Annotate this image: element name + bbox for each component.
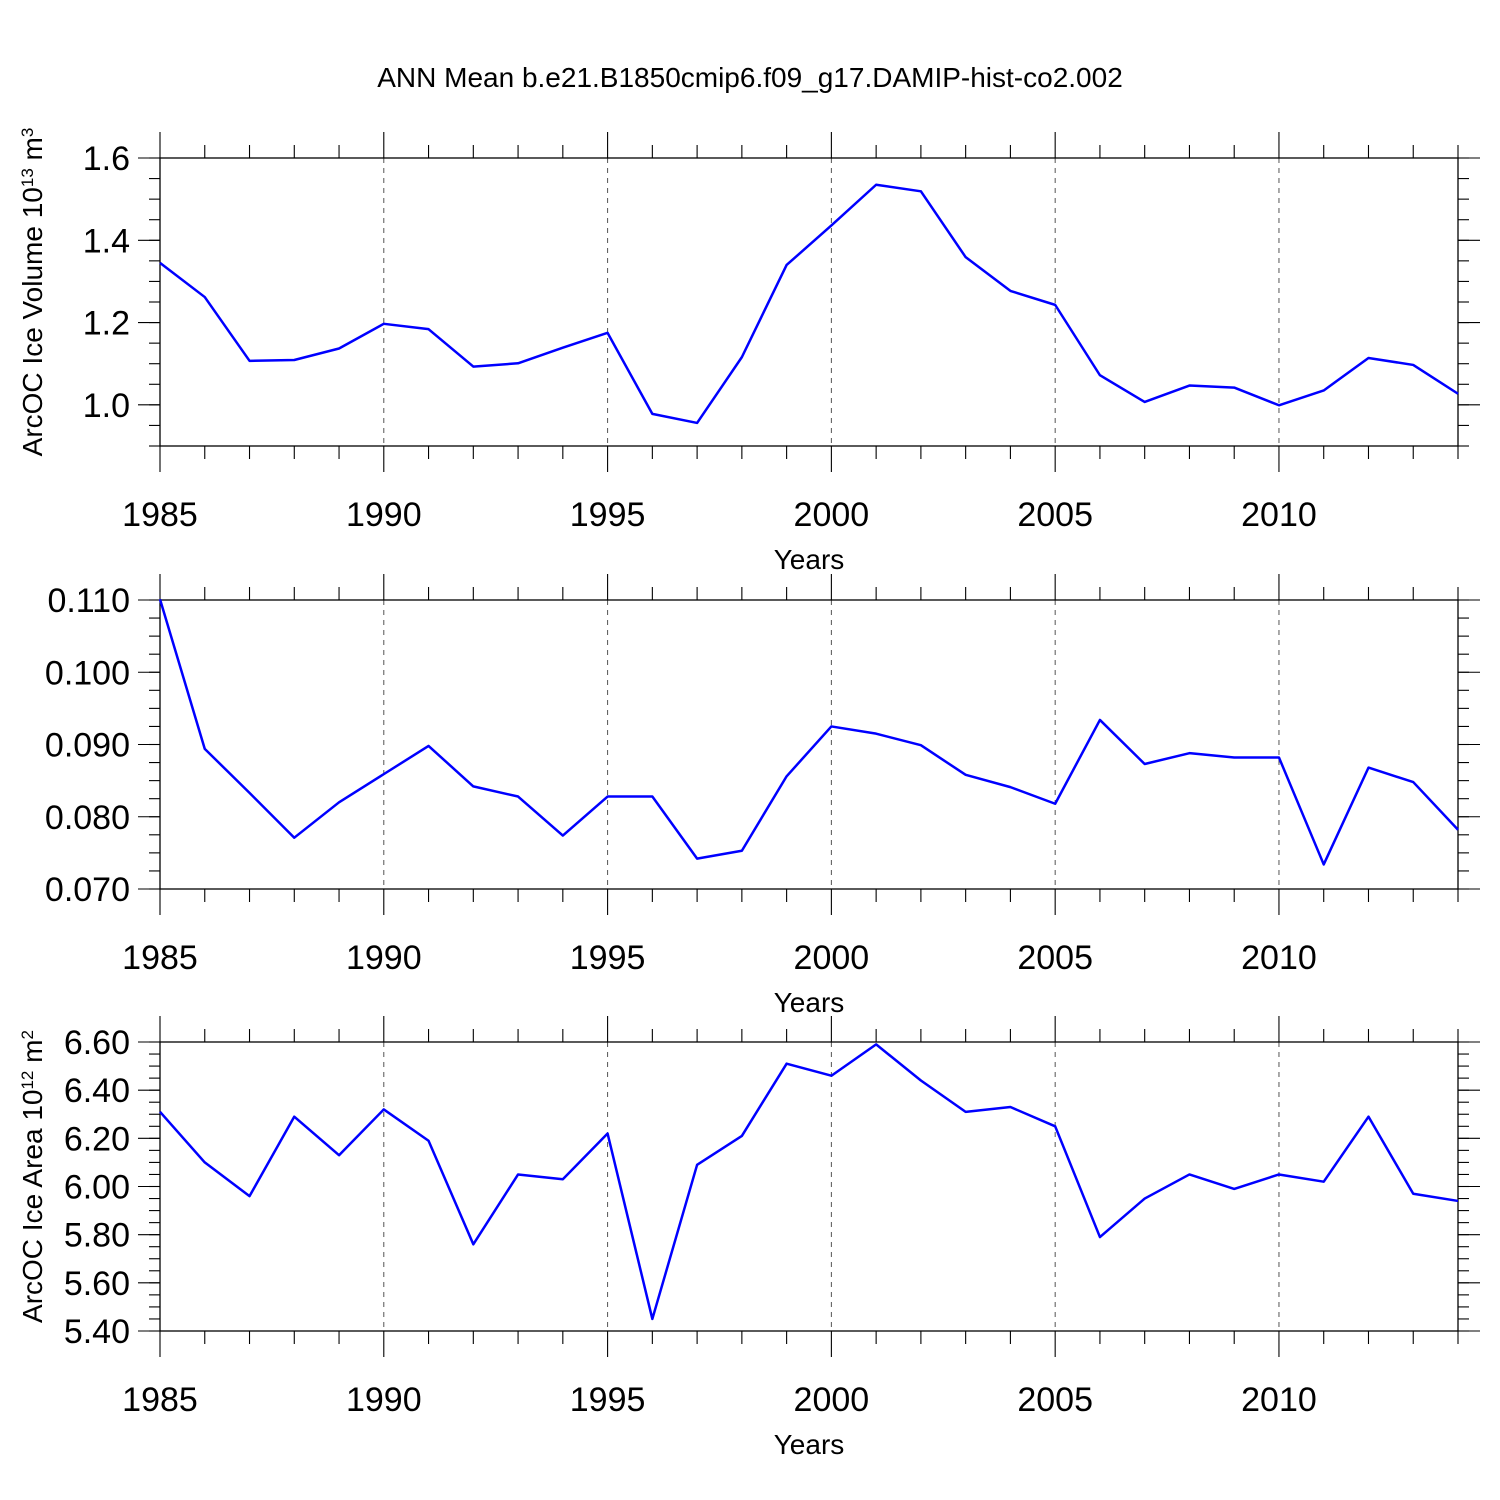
panel-1-y-axis-title: ArcOC Ice Volume 1013 m3 (17, 128, 48, 457)
panel-2-y-tick-label: 0.110 (47, 582, 130, 620)
panel-1-x-tick-label: 2010 (1241, 496, 1317, 534)
panel-1-x-tick-label: 2005 (1017, 496, 1093, 534)
panel-3-x-tick-label: 2000 (794, 1381, 870, 1419)
panel-2-y-tick-label: 0.070 (45, 871, 130, 909)
panel-2-series-line (158, 598, 1459, 866)
panel-2-x-tick-label: 2000 (794, 939, 870, 977)
panel-3-x-tick-label: 2005 (1017, 1381, 1093, 1419)
panel-2-y-tick-label: 0.090 (45, 727, 130, 765)
panel-2-x-tick-label: 2005 (1017, 939, 1093, 977)
panel-3-x-tick-label: 1995 (570, 1381, 646, 1419)
panel-3-y-tick-label: 5.80 (64, 1217, 130, 1255)
panel-1-x-axis-title: Years (774, 544, 845, 575)
panel-3-plot-frame (159, 1041, 1459, 1332)
panel-3-y-tick-label: 6.40 (64, 1072, 130, 1110)
panel-2-y-tick-label: 0.100 (45, 654, 130, 692)
panel-2-x-tick-label: 1985 (122, 939, 198, 977)
panel-2-y-tick-label: 0.080 (45, 799, 130, 837)
panel-3-x-tick-label: 2010 (1241, 1381, 1317, 1419)
panel-1-series-line (159, 183, 1459, 425)
panel-3-y-tick-label: 5.60 (64, 1265, 130, 1303)
panel-1-x-tick-label: 1995 (570, 496, 646, 534)
panel-2-plot-frame (159, 599, 1459, 890)
panel-3-y-axis-title: ArcOC Ice Area 1012 m2 (17, 1030, 48, 1323)
panel-1-plot-frame (159, 157, 1459, 447)
panel-1-y-tick-label: 1.6 (83, 140, 130, 178)
panel-1-y-tick-label: 1.2 (83, 305, 130, 343)
panel-3-y-tick-label: 5.40 (64, 1313, 130, 1351)
panel-2-x-tick-label: 1995 (570, 939, 646, 977)
panel-1-x-tick-label: 2000 (794, 496, 870, 534)
panel-1-y-tick-label: 1.0 (83, 387, 130, 425)
panel-2-x-axis-title: Years (774, 987, 845, 1018)
panel-3-x-tick-label: 1985 (122, 1381, 198, 1419)
panel-3-x-tick-label: 1990 (346, 1381, 422, 1419)
panel-2-x-tick-label: 1990 (346, 939, 422, 977)
panel-1-y-tick-label: 1.4 (83, 222, 130, 260)
panel-3-x-axis-title: Years (774, 1429, 845, 1460)
panel-1-x-tick-label: 1990 (346, 496, 422, 534)
chart-title: ANN Mean b.e21.B1850cmip6.f09_g17.DAMIP-… (377, 62, 1123, 93)
panel-3-series-line (159, 1043, 1459, 1321)
panel-3-y-tick-label: 6.00 (64, 1169, 130, 1207)
panel-3-y-tick-label: 6.60 (64, 1024, 130, 1062)
panel-3-y-tick-label: 6.20 (64, 1120, 130, 1158)
panel-2-x-tick-label: 2010 (1241, 939, 1317, 977)
panel-1-x-tick-label: 1985 (122, 496, 198, 534)
